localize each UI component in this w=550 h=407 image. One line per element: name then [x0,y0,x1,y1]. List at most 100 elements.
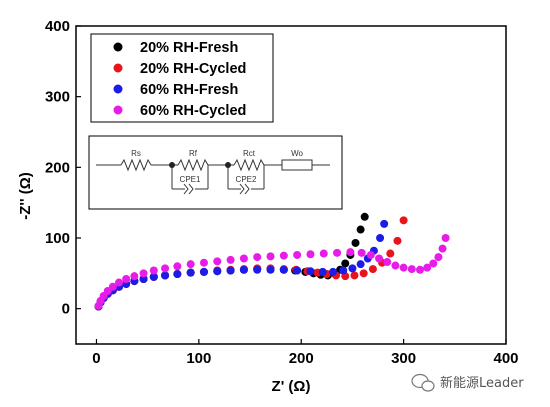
data-point [383,258,392,267]
data-point [391,261,400,270]
data-point [293,250,302,259]
plot-area [75,25,507,345]
data-point [356,225,365,234]
data-point [130,272,139,281]
data-point [375,254,384,263]
data-point [393,236,402,245]
data-point [346,248,355,257]
data-point [306,267,315,276]
data-point [199,267,208,276]
x-tick-label: 400 [493,350,518,367]
data-point [341,259,350,268]
data-point [122,274,131,283]
circuit-label-cpe1: CPE1 [180,175,201,184]
circuit-label-rct: Rct [243,149,256,158]
legend-marker [113,105,123,115]
data-point [161,271,170,280]
x-tick-label: 200 [289,350,314,367]
legend-items: 20% RH-Fresh 20% RH-Cycled 60% RH-Fresh 60%… [113,40,246,119]
circuit-label-cpe2: CPE2 [236,175,257,184]
data-point [416,265,424,274]
data-point [351,238,360,247]
data-point [266,252,275,261]
watermark-text: 新能源Leader [440,375,524,391]
resistor-rct [233,158,265,172]
data-point [253,253,262,262]
data-point [319,249,328,258]
legend: 20% RH-Fresh 20% RH-Cycled 60% RH-Fresh 60%… [90,33,274,123]
cpe1-symbol [183,183,189,195]
data-point [380,219,389,228]
data-point [318,267,327,276]
data-point [429,259,438,268]
circuit-frame [88,135,343,210]
data-point [226,255,235,264]
equivalent-circuit: Rs Rf Rct Wo CPE1 CPE2 [88,135,343,210]
watermark: 新能源Leader [411,373,524,392]
y-axis-title: -Z'' (Ω) [17,172,34,219]
resistor-rf [177,158,209,172]
data-point [359,269,368,278]
data-point [199,258,208,267]
data-point [149,266,158,275]
data-point [279,251,288,260]
data-point [333,248,342,257]
data-point [161,264,170,273]
data-point [356,260,365,269]
data-point [253,265,262,274]
circuit-node-2 [225,162,231,168]
y-tick-label: 100 [45,230,70,247]
y-tick-label: 0 [62,301,70,318]
data-point [115,278,123,287]
data-point [399,263,408,272]
circuit-label-wo: Wo [291,149,303,158]
data-point [186,260,195,269]
wechat-icon [411,373,435,392]
data-point [368,265,377,274]
data-point [438,244,447,253]
data-point [239,265,248,274]
data-point [441,234,450,242]
cpe2-symbol [239,183,245,195]
data-point [328,267,337,276]
data-point [339,266,348,275]
data-point [213,267,222,276]
data-point [434,253,443,262]
resistor-rs [120,158,152,172]
plot-frame [75,25,507,345]
y-tick-label: 200 [45,159,70,176]
data-point [357,248,366,257]
x-axis-title: Z' (Ω) [272,378,311,395]
legend-marker [113,63,123,73]
legend-marker [113,84,123,94]
legend-label: 60% RH-Cycled [140,103,246,119]
circuit-label-rs: Rs [131,149,141,158]
data-point [348,264,357,273]
x-tick-label: 100 [186,350,211,367]
data-point [306,250,315,259]
y-tick-label: 400 [45,18,70,35]
data-point [108,282,117,291]
data-point [186,268,195,277]
data-point [407,265,416,274]
data-point [376,234,385,242]
x-tick-label: 300 [391,350,416,367]
circuit-node-1 [169,162,175,168]
data-point [149,272,158,281]
data-point [279,265,288,274]
data-point [293,266,302,275]
data-point [139,274,148,283]
data-point [350,271,359,280]
data-point [266,265,275,274]
ticks-layer: 0 100 200 300 400 0 100 200 300 400 [45,18,519,367]
legend-marker [113,42,123,52]
data-point [386,249,395,258]
y-tick-label: 300 [45,89,70,106]
data-point [173,270,182,279]
data-point [173,262,182,271]
series-60-rh-cycled [94,234,450,310]
data-point [366,250,375,259]
data-point [423,263,432,272]
data-point [226,266,235,275]
